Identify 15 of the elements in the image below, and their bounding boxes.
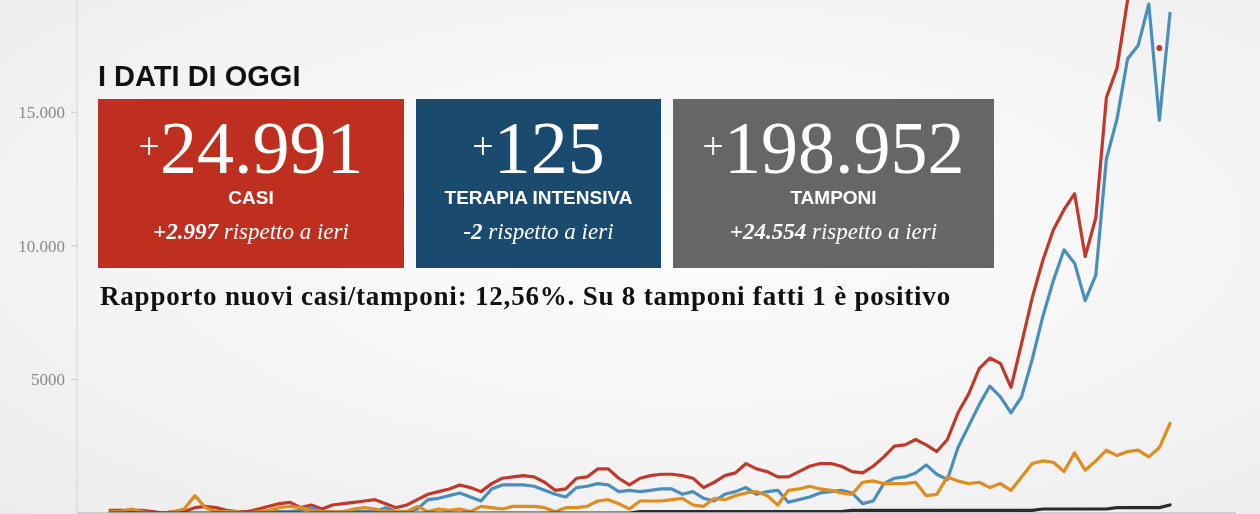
- text: $^{+}$24.991: [138, 106, 364, 189]
- y-tick-label: 10.000: [18, 236, 65, 256]
- category-label: TERAPIA INTENSIVA: [444, 187, 633, 208]
- y-tick-label: 15.000: [18, 103, 65, 123]
- y-tick-label: 5000: [31, 370, 65, 390]
- annotation: Rapporto nuovi casi/tamponi: 12,56%. Su 8 tamponi fatti 1 è positivo: [100, 281, 951, 311]
- line-series: [108, 503, 1172, 513]
- text: $^{+}$125: [472, 106, 605, 189]
- text: $^{+}$198.952: [702, 106, 965, 189]
- category-label: TAMPONI: [790, 187, 877, 208]
- text: I DATI DI OGGI: [98, 60, 301, 92]
- category-label: CASI: [228, 187, 274, 208]
- annotation: +2.997 rispetto a ieri: [153, 219, 349, 244]
- annotation: -2 rispetto a ieri: [463, 219, 614, 244]
- annotation: +24.554 rispetto a ieri: [729, 219, 938, 244]
